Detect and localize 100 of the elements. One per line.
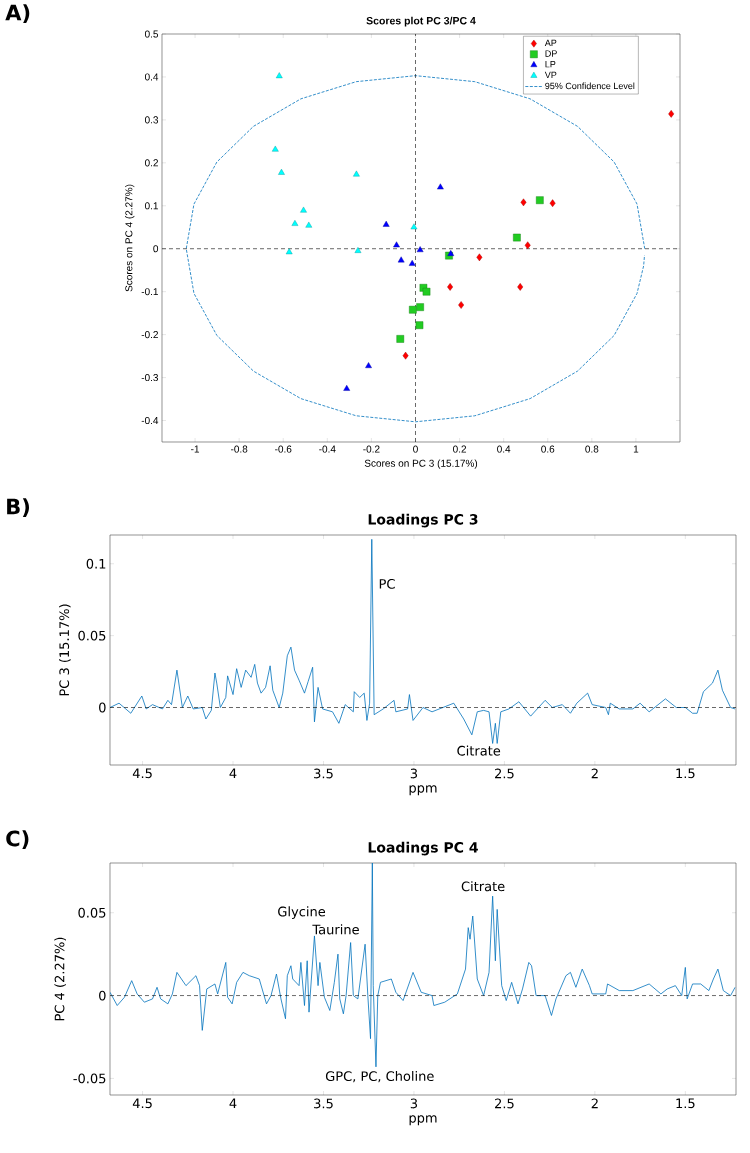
y-tick-label: 0 — [99, 702, 106, 713]
point — [382, 220, 390, 227]
y-axis-title: Scores on PC 4 (2.27%) — [125, 184, 135, 292]
y-tick-label: -0.2 — [141, 331, 158, 339]
point — [415, 321, 424, 329]
point — [416, 246, 424, 253]
text: A) — [5, 4, 30, 23]
x-tick-label: 0.4 — [497, 445, 511, 453]
y-tick-label: 0.4 — [144, 73, 159, 81]
x-tick-label: 1 — [633, 445, 639, 453]
point — [668, 110, 675, 118]
y-tick-label: -0.3 — [141, 374, 159, 382]
x-tick-label: 0.2 — [453, 445, 467, 453]
legend-label: LP — [545, 61, 556, 68]
point — [437, 183, 444, 190]
chart-title: Loadings PC 3 — [368, 513, 478, 528]
point — [397, 256, 405, 263]
point — [354, 247, 362, 253]
y-axis-title: PC 4 (2.27%) — [54, 937, 66, 1021]
y-tick-label: 0.2 — [144, 159, 158, 167]
x-tick-label: 2 — [591, 768, 598, 779]
x-axis-title: ppm — [409, 1115, 437, 1126]
x-tick-label: 3 — [410, 1098, 418, 1109]
y-tick-label: -0.4 — [141, 416, 159, 425]
legend-label: VP — [544, 71, 557, 79]
legend-label: 95% Confidence Level — [545, 82, 635, 90]
point — [271, 145, 279, 152]
x-tick-label: 4 — [229, 1098, 237, 1109]
point — [517, 283, 524, 291]
x-tick-label: 3.5 — [314, 768, 333, 779]
x-tick-label: 4.5 — [132, 1098, 152, 1109]
point — [305, 221, 313, 228]
x-tick-label: -0.8 — [230, 445, 248, 453]
annotation: Citrate — [461, 881, 505, 892]
point — [536, 196, 544, 204]
point — [278, 168, 285, 175]
point — [402, 351, 409, 360]
point — [476, 253, 483, 262]
x-tick-label: 0 — [413, 445, 418, 453]
annotation: Citrate — [457, 745, 501, 756]
x-tick-label: 1.5 — [676, 1098, 695, 1109]
y-axis-title: PC 3 (15.17%) — [59, 604, 71, 696]
point — [524, 241, 531, 250]
point — [458, 301, 465, 309]
point — [353, 170, 360, 177]
annotation: Taurine — [312, 924, 359, 935]
point — [393, 241, 400, 248]
annotation: PC — [379, 578, 395, 589]
point — [408, 259, 416, 266]
x-tick-label: 0.6 — [541, 445, 555, 453]
x-tick-label: 0.8 — [585, 445, 599, 453]
x-tick-label: -0.4 — [319, 445, 336, 453]
point — [422, 287, 431, 296]
line-series — [109, 538, 736, 744]
x-tick-label: 2 — [591, 1098, 598, 1109]
x-tick-label: 3 — [410, 768, 418, 779]
x-tick-label: 2.5 — [495, 1098, 514, 1109]
y-tick-label: 0.3 — [144, 116, 159, 124]
point — [447, 283, 453, 291]
x-tick-label: -1 — [191, 445, 200, 453]
y-tick-label: -0.1 — [141, 288, 158, 296]
legend-label: AP — [544, 39, 557, 46]
chart-title: Scores plot PC 3/PC 4 — [366, 16, 476, 27]
x-axis-title: ppm — [409, 785, 437, 796]
point — [365, 362, 372, 368]
point — [291, 220, 299, 226]
y-tick-label: 0.1 — [86, 558, 106, 569]
x-tick-label: 1.5 — [676, 768, 695, 779]
point — [549, 199, 556, 208]
annotation: Glycine — [278, 906, 326, 919]
point — [447, 250, 455, 256]
point — [285, 248, 293, 255]
y-tick-label: 0.1 — [144, 202, 158, 210]
y-tick-label: 0 — [99, 990, 106, 1001]
y-tick-label: 0.05 — [78, 907, 106, 918]
point — [410, 223, 418, 230]
x-tick-label: 2.5 — [495, 768, 514, 779]
line-series — [109, 863, 736, 1068]
text: B) — [7, 498, 29, 517]
point — [300, 206, 307, 213]
y-tick-label: -0.05 — [73, 1073, 106, 1084]
point — [520, 198, 527, 207]
point — [343, 384, 351, 391]
x-tick-label: 4 — [229, 768, 237, 779]
point — [396, 335, 405, 343]
chart-title: Loadings PC 4 — [368, 841, 478, 856]
x-tick-label: -0.6 — [275, 445, 292, 453]
point — [416, 303, 424, 311]
x-tick-label: 4.5 — [132, 768, 152, 779]
y-tick-label: 0.05 — [78, 630, 106, 641]
text: C) — [6, 830, 29, 849]
point — [513, 233, 521, 242]
y-tick-label: 0.5 — [144, 30, 159, 38]
annotation: GPC, PC, Choline — [325, 1070, 434, 1083]
legend-label: DP — [545, 50, 557, 57]
x-tick-label: -0.2 — [363, 445, 380, 453]
point — [409, 305, 417, 314]
y-tick-label: 0 — [153, 245, 159, 253]
point — [275, 72, 283, 79]
x-axis-title: Scores on PC 3 (15.17%) — [364, 459, 478, 469]
